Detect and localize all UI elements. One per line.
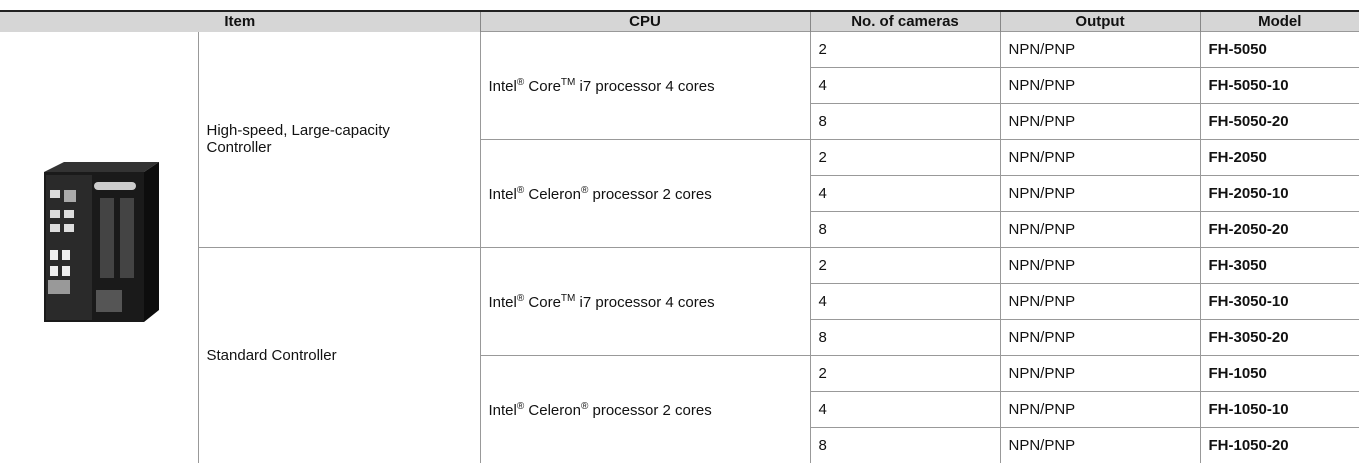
cpu-superscript: ®: [516, 184, 525, 196]
cpu-text: i7 processor 4 cores: [575, 293, 715, 311]
output: NPN/PNP: [999, 31, 1200, 68]
output: NPN/PNP: [999, 391, 1200, 428]
camera-count: 2: [809, 139, 1000, 176]
camera-count: 4: [809, 283, 1000, 320]
output: NPN/PNP: [999, 283, 1200, 320]
product-image: [43, 162, 159, 323]
cpu-superscript: ®: [516, 400, 525, 412]
model: FH-3050-20: [1199, 319, 1359, 356]
table-row: Standard Controller Intel® CoreTM i7 proc…: [0, 247, 1359, 463]
cpu-text: Core: [524, 77, 561, 95]
model: FH-1050-20: [1199, 427, 1359, 463]
cpu-cell: Intel® CoreTM i7 processor 4 cores: [479, 247, 810, 356]
column-header: No. of cameras: [809, 10, 1000, 32]
cpu-text: Intel: [488, 185, 517, 203]
output: NPN/PNP: [999, 427, 1200, 463]
cpu-text: Intel: [488, 293, 517, 311]
camera-count: 2: [809, 31, 1000, 68]
cpu-text: Intel: [488, 77, 517, 95]
model: FH-2050: [1199, 139, 1359, 176]
model: FH-1050: [1199, 355, 1359, 392]
model: FH-2050-10: [1199, 175, 1359, 212]
camera-count: 2: [809, 355, 1000, 392]
camera-count: 4: [809, 391, 1000, 428]
output: NPN/PNP: [999, 175, 1200, 212]
camera-count: 8: [809, 427, 1000, 463]
cpu-text: processor 2 cores: [588, 401, 712, 419]
output: NPN/PNP: [999, 139, 1200, 176]
column-header: Item: [0, 10, 480, 32]
table-row: Intel® Celeron® processor 2 cores 2 NPN/PN…: [0, 139, 1359, 248]
cpu-text: Intel: [488, 401, 517, 419]
table-row: 4 NPN/PNP FH-2050-10: [0, 175, 1359, 212]
column-header: Model: [1199, 10, 1359, 32]
model: FH-2050-20: [1199, 211, 1359, 248]
cpu-text: processor 2 cores: [588, 185, 712, 203]
column-header: CPU: [479, 10, 810, 32]
header-row: Item CPU No. of cameras Output Model: [0, 10, 1359, 32]
column-header: Output: [999, 10, 1200, 32]
camera-count: 8: [809, 211, 1000, 248]
cpu-superscript: ®: [580, 400, 589, 412]
table-row: 8 NPN/PNP FH-3050-20: [0, 319, 1359, 356]
camera-count: 4: [809, 67, 1000, 104]
table-row: Intel® Celeron® processor 2 cores 2 NPN/PN…: [0, 355, 1359, 463]
cpu-cell: Intel® CoreTM i7 processor 4 cores: [479, 31, 810, 140]
image-cell: [0, 32, 198, 464]
cpu-text: Core: [524, 293, 561, 311]
cpu-superscript: ®: [516, 292, 525, 304]
output: NPN/PNP: [999, 355, 1200, 392]
model: FH-1050-10: [1199, 391, 1359, 428]
output: NPN/PNP: [999, 247, 1200, 284]
output: NPN/PNP: [999, 103, 1200, 140]
item-label: High-speed, Large-capacity Controller: [197, 31, 480, 248]
table-row: 4 NPN/PNP FH-5050-10: [0, 67, 1359, 104]
cpu-cell: Intel® Celeron® processor 2 cores: [479, 139, 810, 248]
table-row: 4 NPN/PNP FH-3050-10: [0, 283, 1359, 320]
product-table: Item CPU No. of cameras Output Model High-sp…: [0, 10, 1359, 463]
output: NPN/PNP: [999, 211, 1200, 248]
model: FH-5050: [1199, 31, 1359, 68]
table-row: 4 NPN/PNP FH-1050-10: [0, 391, 1359, 428]
cpu-superscript: ®: [516, 76, 525, 88]
item-label: Standard Controller: [197, 247, 480, 463]
model: FH-3050-10: [1199, 283, 1359, 320]
camera-count: 4: [809, 175, 1000, 212]
cpu-superscript: ®: [580, 184, 589, 196]
cpu-text: i7 processor 4 cores: [575, 77, 715, 95]
cpu-superscript: TM: [560, 292, 576, 304]
page: Item CPU No. of cameras Output Model High-sp…: [0, 10, 1359, 471]
output: NPN/PNP: [999, 67, 1200, 104]
table-row: 8 NPN/PNP FH-1050-20: [0, 427, 1359, 463]
cpu-superscript: TM: [560, 76, 576, 88]
camera-count: 8: [809, 103, 1000, 140]
camera-count: 8: [809, 319, 1000, 356]
model: FH-5050-20: [1199, 103, 1359, 140]
cpu-text: Celeron: [524, 401, 581, 419]
cpu-text: Celeron: [524, 185, 581, 203]
output: NPN/PNP: [999, 319, 1200, 356]
model: FH-3050: [1199, 247, 1359, 284]
table-body: High-speed, Large-capacity Controller Int…: [0, 31, 1359, 463]
model: FH-5050-10: [1199, 67, 1359, 104]
table-row: 8 NPN/PNP FH-5050-20: [0, 103, 1359, 140]
table-row: 8 NPN/PNP FH-2050-20: [0, 211, 1359, 248]
camera-count: 2: [809, 247, 1000, 284]
cpu-cell: Intel® Celeron® processor 2 cores: [479, 355, 810, 463]
table-row: High-speed, Large-capacity Controller Int…: [0, 31, 1359, 323]
